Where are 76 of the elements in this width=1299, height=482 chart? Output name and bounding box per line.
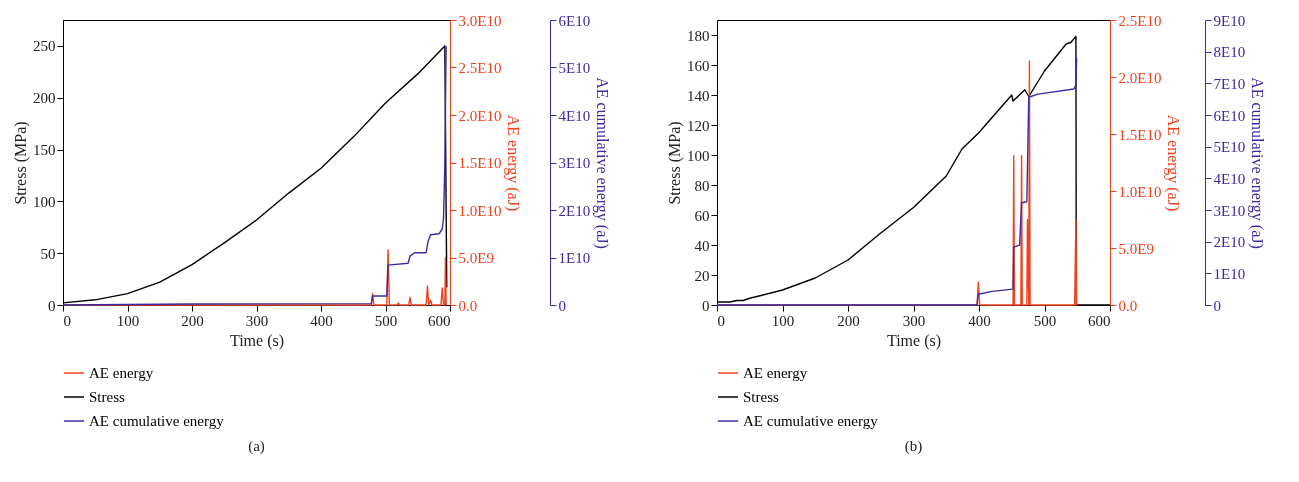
y-tick-label: 180 — [687, 27, 710, 44]
legend-label: Stress — [89, 389, 125, 405]
y3-tick-label: 6E10 — [558, 12, 591, 29]
y2-tick-label: 2.5E10 — [1118, 12, 1162, 29]
y2-tick-label: 3.0E10 — [458, 12, 502, 29]
y2-tick-label: 1.0E10 — [1118, 183, 1162, 200]
y2-tick-label: 5.0E9 — [458, 250, 494, 266]
y3-tick-label: 1E10 — [1213, 265, 1246, 282]
x-tick-label: 600 — [428, 312, 451, 329]
x-tick-label: 500 — [1033, 312, 1057, 329]
y-tick-label: 250 — [33, 38, 56, 55]
y3-tick-label: 2E10 — [1213, 234, 1246, 251]
y2-tick-label: 2.0E10 — [1118, 69, 1162, 86]
x-axis-title: Time (s) — [229, 331, 285, 350]
y-tick-label: 120 — [687, 117, 710, 134]
y3-tick-label: 6E10 — [1213, 107, 1246, 124]
y-tick-label: 0 — [702, 297, 710, 314]
y3-tick-label: 8E10 — [1213, 44, 1246, 61]
y3-tick-label: 4E10 — [558, 107, 591, 124]
y2-axis-title: AE energy (aJ) — [1164, 114, 1183, 212]
y-tick-label: 200 — [33, 90, 56, 107]
x-tick-label: 300 — [902, 312, 926, 329]
y2-tick-label: 0.0 — [458, 297, 478, 314]
y-tick-label: 80 — [694, 177, 710, 194]
y-tick-label: 0 — [48, 297, 56, 314]
x-tick-label: 600 — [1088, 312, 1111, 329]
y2-tick-label: 2.0E10 — [458, 107, 502, 124]
y-tick-label: 150 — [33, 142, 56, 159]
x-tick-label: 400 — [310, 312, 333, 329]
y-tick-label: 100 — [687, 147, 710, 164]
y2-tick-label: 5.0E9 — [1118, 240, 1154, 257]
y3-tick-label: 0 — [1213, 297, 1221, 314]
y3-tick-label: 9E10 — [1213, 12, 1246, 29]
y-tick-label: 140 — [687, 87, 710, 104]
y3-tick-label: 2E10 — [558, 202, 591, 219]
y3-tick-label: 1E10 — [558, 250, 591, 266]
legend-label: AE cumulative energy — [89, 413, 225, 429]
text: (b) — [904, 438, 923, 455]
y2-tick-label: 1.5E10 — [1118, 126, 1162, 143]
x-tick-label: 500 — [374, 312, 398, 329]
x-tick-label: 0 — [717, 312, 725, 329]
y3-tick-label: 4E10 — [1213, 170, 1246, 187]
y3-tick-label: 0 — [558, 297, 566, 314]
x-tick-label: 0 — [63, 312, 71, 329]
x-tick-label: 400 — [968, 312, 991, 329]
x-tick-label: 200 — [837, 312, 860, 329]
y3-tick-label: 3E10 — [1213, 202, 1246, 219]
x-tick-label: 300 — [245, 312, 269, 329]
y-tick-label: 40 — [694, 237, 710, 254]
legend-label: AE energy — [89, 365, 154, 381]
y3-axis-title: AE cumulative energy (aJ) — [1248, 77, 1267, 249]
y-axis-title: Stress (MPa) — [12, 121, 30, 205]
y3-tick-label: 5E10 — [1213, 139, 1246, 156]
y2-tick-label: 0.0 — [1118, 297, 1138, 314]
legend-label: Stress — [743, 389, 779, 405]
y-tick-label: 60 — [694, 207, 710, 224]
y-tick-label: 160 — [687, 57, 710, 74]
legend-label: AE energy — [743, 365, 808, 381]
x-tick-label: 200 — [181, 312, 204, 329]
y3-tick-label: 5E10 — [558, 60, 591, 76]
y-tick-label: 50 — [40, 245, 56, 262]
text: (a) — [248, 438, 265, 455]
y3-axis-title: AE cumulative energy (aJ) — [593, 77, 612, 249]
y3-tick-label: 7E10 — [1213, 75, 1246, 92]
y-axis-title: Stress (MPa) — [666, 121, 684, 205]
y2-tick-label: 1.0E10 — [458, 202, 502, 219]
y-tick-label: 100 — [33, 193, 56, 210]
y2-axis-title: AE energy (aJ) — [504, 114, 523, 212]
y2-tick-label: 1.5E10 — [458, 155, 502, 171]
y2-tick-label: 2.5E10 — [458, 60, 502, 76]
x-tick-label: 100 — [116, 312, 140, 329]
x-axis-title: Time (s) — [886, 331, 942, 350]
legend-label: AE cumulative energy — [743, 413, 879, 429]
y-tick-label: 20 — [694, 267, 710, 284]
y3-tick-label: 3E10 — [558, 155, 591, 171]
x-tick-label: 100 — [771, 312, 795, 329]
